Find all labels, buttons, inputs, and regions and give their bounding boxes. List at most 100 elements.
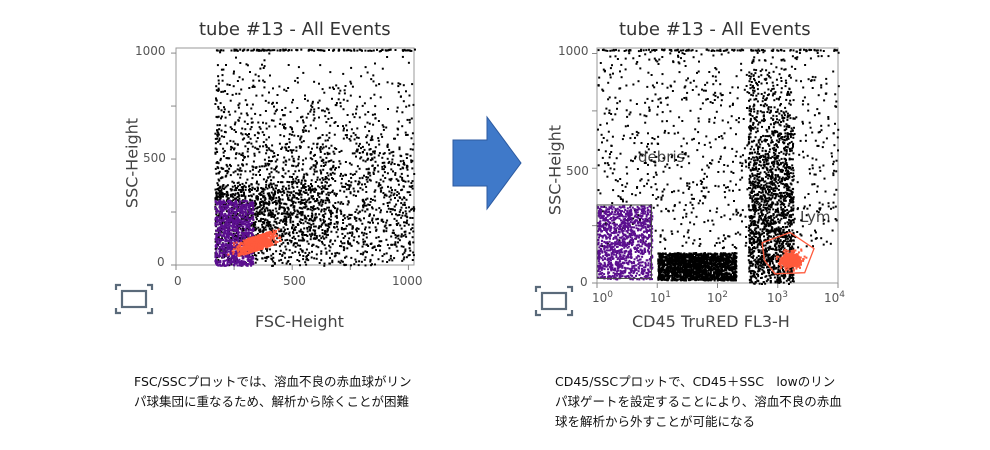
left-purple-events-point bbox=[251, 202, 254, 205]
left-black-events-point bbox=[261, 251, 264, 254]
left-black-events-point bbox=[304, 216, 307, 219]
left-black-events-point bbox=[342, 129, 345, 132]
left-black-events-point bbox=[227, 216, 230, 219]
left-black-events-point bbox=[324, 202, 327, 205]
left-black-events-point bbox=[287, 197, 290, 199]
left-black-events-point bbox=[388, 190, 391, 193]
left-purple-events-point bbox=[251, 260, 254, 263]
left-purple-events-point bbox=[238, 204, 241, 207]
left-black-events-point bbox=[322, 168, 325, 171]
left-black-events-point bbox=[398, 148, 401, 151]
left-black-events-point bbox=[355, 170, 358, 173]
left-black-events-point bbox=[335, 148, 338, 150]
left-black-events-point bbox=[393, 205, 396, 208]
left-black-events-point bbox=[296, 216, 299, 219]
left-purple-events-point bbox=[243, 234, 246, 237]
left-black-events-point bbox=[221, 176, 224, 179]
left-purple-events-point bbox=[214, 238, 217, 241]
left-purple-events-point bbox=[216, 219, 219, 222]
left-black-events-point bbox=[315, 253, 318, 256]
left-black-events-point bbox=[249, 128, 252, 131]
left-black-events-point bbox=[380, 209, 382, 212]
left-black-events-point bbox=[292, 173, 295, 176]
right-plot-frame bbox=[596, 47, 839, 284]
left-black-events-point bbox=[390, 168, 393, 171]
left-black-events-point bbox=[406, 168, 409, 171]
left-black-events-point bbox=[348, 138, 351, 140]
left-black-events-point bbox=[274, 110, 277, 113]
left-black-events-point bbox=[379, 187, 382, 190]
left-black-events-point bbox=[364, 228, 366, 231]
left-purple-events-point bbox=[245, 202, 248, 205]
left-black-events-point bbox=[411, 132, 414, 135]
right-xtick-1e2-base: 10 bbox=[707, 291, 723, 305]
left-black-events-point bbox=[311, 250, 313, 253]
left-red-events-point bbox=[243, 250, 245, 253]
left-black-events-point bbox=[374, 105, 377, 108]
left-black-events-point bbox=[318, 196, 321, 199]
left-black-events-point bbox=[220, 166, 223, 169]
right-ytick-1000: 1000 bbox=[558, 44, 589, 58]
left-black-events-point bbox=[314, 160, 317, 162]
left-black-events-point bbox=[287, 150, 290, 152]
left-red-events-point bbox=[244, 248, 247, 251]
left-black-events-point bbox=[354, 180, 357, 183]
left-black-events-point bbox=[405, 222, 408, 225]
left-black-events-point bbox=[296, 81, 299, 84]
left-black-events-point bbox=[215, 192, 218, 195]
left-black-events-point bbox=[362, 200, 365, 203]
left-black-events-point bbox=[280, 258, 283, 261]
right-xtick-1e3-base: 10 bbox=[767, 291, 783, 305]
left-purple-events-point bbox=[224, 236, 227, 239]
left-purple-events-point bbox=[216, 235, 219, 238]
left-black-events-point bbox=[353, 190, 356, 193]
left-black-events-point bbox=[367, 203, 370, 206]
left-black-events-point bbox=[304, 186, 307, 188]
left-black-events-point bbox=[364, 256, 367, 259]
left-black-events-point bbox=[408, 210, 411, 213]
left-black-events-point bbox=[321, 222, 324, 225]
left-purple-events-point bbox=[237, 240, 240, 243]
left-black-events-point bbox=[299, 248, 302, 251]
left-black-events-point bbox=[227, 258, 230, 261]
left-purple-events-point bbox=[238, 218, 241, 221]
left-black-events-point bbox=[269, 74, 271, 77]
left-black-events-point bbox=[283, 217, 286, 220]
left-black-events-point bbox=[339, 202, 342, 205]
left-black-events-point bbox=[407, 180, 410, 183]
left-black-events-point bbox=[308, 225, 311, 228]
left-black-events-point bbox=[365, 204, 368, 207]
left-black-events-point bbox=[258, 211, 261, 214]
left-purple-events-point bbox=[224, 252, 227, 255]
left-black-events-point bbox=[265, 152, 268, 155]
left-black-events-point bbox=[357, 190, 360, 193]
left-black-events-point bbox=[283, 126, 285, 129]
left-black-events-point bbox=[347, 240, 349, 243]
left-black-events-point bbox=[366, 71, 369, 74]
left-black-events-point bbox=[256, 215, 259, 217]
left-black-events-point bbox=[218, 186, 221, 189]
left-black-events-point bbox=[348, 237, 351, 240]
left-black-events-point bbox=[356, 165, 359, 168]
left-black-events-point bbox=[314, 237, 317, 240]
left-black-events-point bbox=[404, 249, 407, 252]
left-red-events-point bbox=[238, 243, 241, 246]
left-purple-events-point bbox=[242, 213, 244, 216]
left-purple-events-point bbox=[241, 203, 244, 206]
left-black-events-point bbox=[254, 201, 257, 204]
left-black-events-point bbox=[344, 85, 347, 87]
left-black-events-point bbox=[319, 49, 322, 52]
left-black-events-point bbox=[297, 179, 300, 181]
left-red-events-point bbox=[271, 235, 274, 238]
left-black-events-point bbox=[391, 189, 393, 192]
left-black-events-point bbox=[220, 216, 222, 219]
left-black-events-point bbox=[365, 176, 368, 178]
left-purple-events-point bbox=[220, 264, 223, 267]
left-black-events-point bbox=[295, 192, 297, 195]
left-black-events-point bbox=[219, 177, 222, 180]
left-black-events-point bbox=[401, 253, 404, 256]
left-black-events-point bbox=[334, 252, 337, 255]
left-black-events-point bbox=[379, 190, 382, 193]
left-black-events-point bbox=[362, 241, 365, 243]
left-black-events-point bbox=[364, 160, 367, 163]
